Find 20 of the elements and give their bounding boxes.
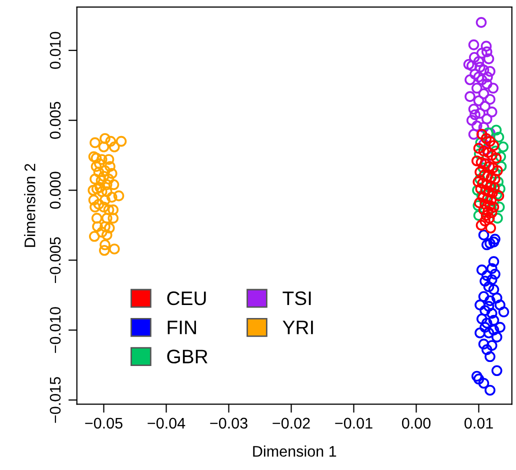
y-tick-label: 0.010	[50, 32, 61, 69]
y-tick-label: 0.000	[50, 172, 61, 209]
y-tick-label: −0.015	[50, 377, 61, 423]
legend-label: TSI	[282, 291, 311, 306]
x-tick-label: −0.03	[210, 418, 248, 429]
y-tick-label: 0.005	[50, 102, 61, 139]
legend-label: YRI	[282, 320, 313, 334]
x-tick-label: 0.00	[402, 418, 431, 429]
legend-label: CEU	[167, 291, 206, 306]
x-tick-label: −0.02	[272, 418, 310, 429]
x-tick-label: −0.04	[148, 418, 186, 429]
x-axis-title: Dimension 1	[253, 446, 336, 457]
x-tick-label: −0.01	[335, 418, 372, 429]
y-tick-label: −0.010	[50, 307, 61, 353]
x-tick-label: −0.05	[85, 418, 122, 429]
x-tick-label: 0.01	[464, 418, 493, 429]
legend-label: FIN	[168, 320, 196, 334]
legend-label: GBR	[167, 350, 208, 364]
y-tick-label: −0.005	[50, 237, 61, 283]
y-axis-title: Dimension 2	[24, 164, 36, 247]
